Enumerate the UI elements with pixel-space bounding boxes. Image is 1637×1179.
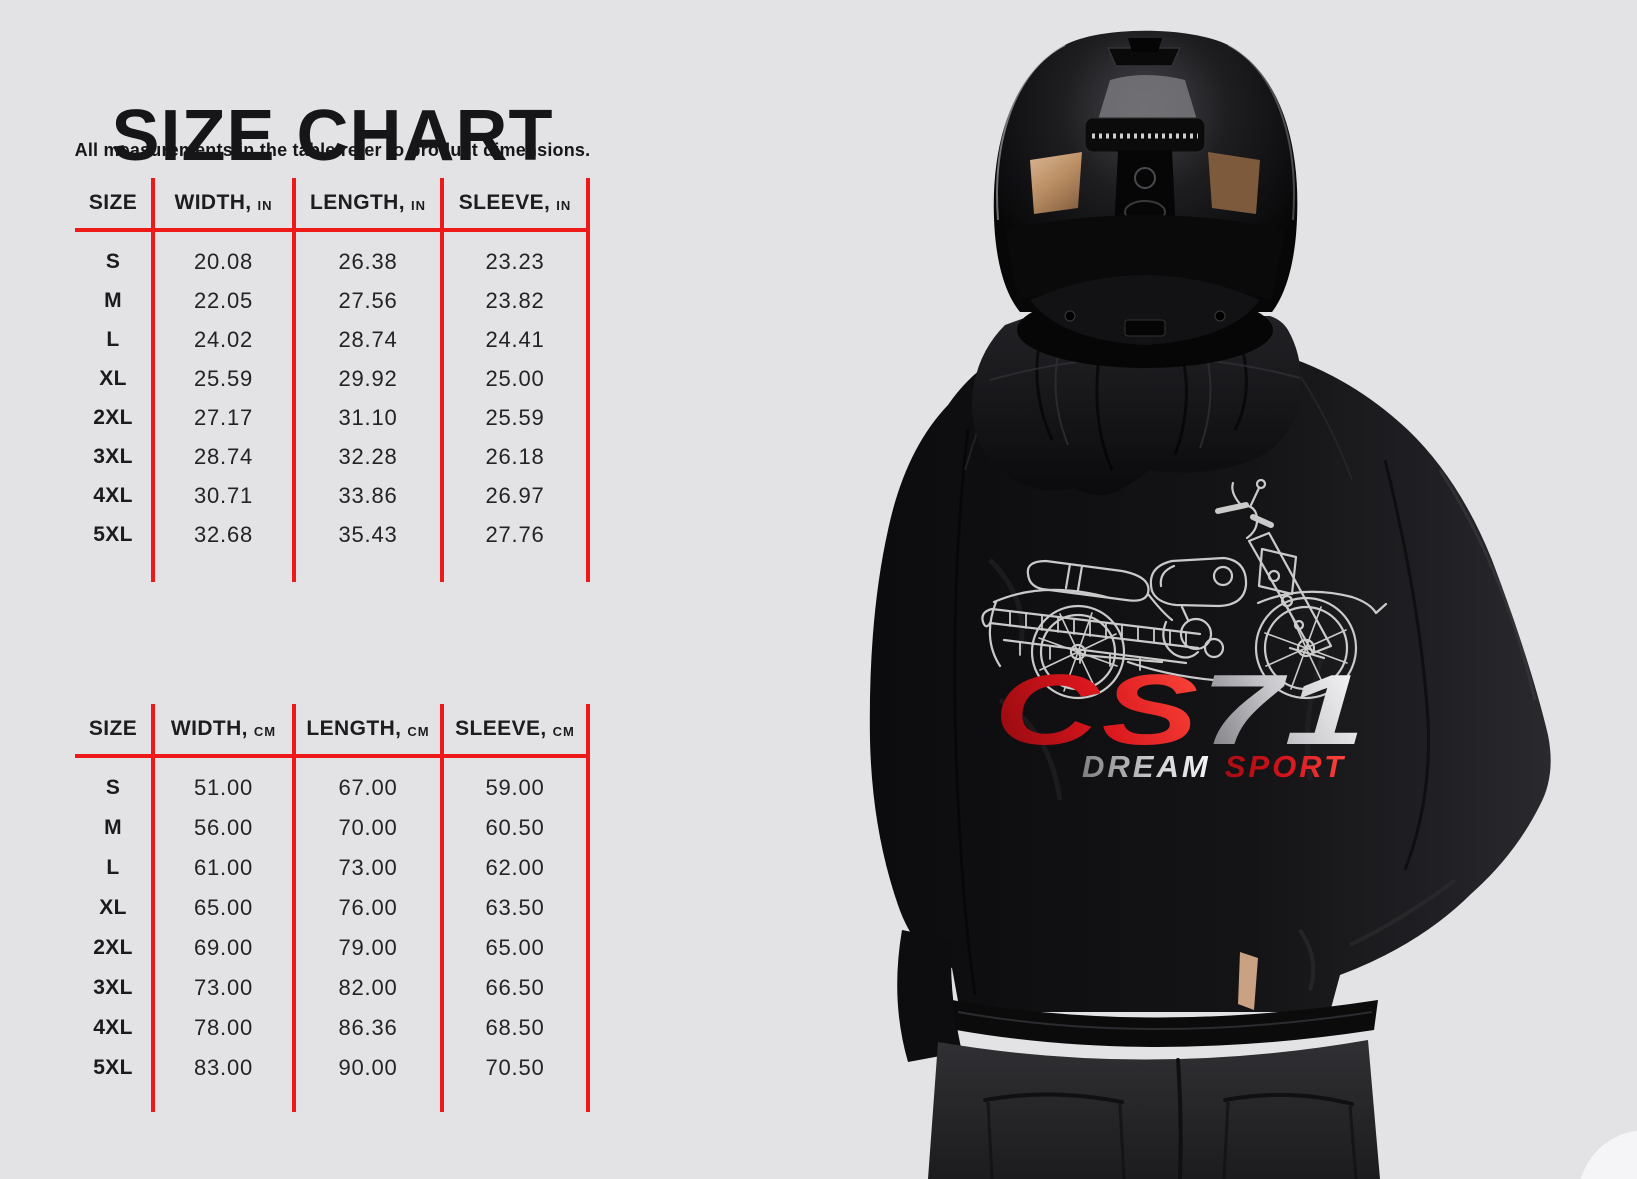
cell-sleeve: 66.50 — [444, 968, 590, 1008]
cell-size: M — [75, 808, 155, 848]
cell-length: 27.56 — [296, 281, 444, 320]
cell-size: 5XL — [75, 1048, 155, 1088]
cell-sleeve: 24.41 — [444, 320, 590, 359]
cell-size: 4XL — [75, 476, 155, 515]
cell-width: 78.00 — [155, 1008, 296, 1048]
model-text-red: CS — [994, 654, 1201, 766]
cell-length: 32.28 — [296, 437, 444, 476]
cell-length: 76.00 — [296, 888, 444, 928]
cell-width: 25.59 — [155, 359, 296, 398]
cell-width: 24.02 — [155, 320, 296, 359]
helmet — [993, 30, 1298, 345]
cell-sleeve: 23.82 — [444, 281, 590, 320]
cell-length: 90.00 — [296, 1048, 444, 1088]
cell-width: 61.00 — [155, 848, 296, 888]
header-length: LENGTH, IN — [296, 178, 444, 232]
cell-width: 20.08 — [155, 242, 296, 281]
cell-size: M — [75, 281, 155, 320]
cell-sleeve: 23.23 — [444, 242, 590, 281]
cell-sleeve: 60.50 — [444, 808, 590, 848]
hoodie-body — [869, 339, 1551, 1062]
jeans — [928, 1040, 1380, 1179]
cell-sleeve: 25.59 — [444, 398, 590, 437]
hoodie-graphic-model-text: CS 71 — [994, 654, 1368, 766]
cell-width: 51.00 — [155, 768, 296, 808]
cell-length: 70.00 — [296, 808, 444, 848]
helmet-copper-vent — [1208, 152, 1260, 214]
unit-label: IN — [410, 197, 426, 213]
cell-width: 56.00 — [155, 808, 296, 848]
cell-length: 33.86 — [296, 476, 444, 515]
unit-label: IN — [257, 197, 273, 213]
cell-size: S — [75, 242, 155, 281]
cell-width: 22.05 — [155, 281, 296, 320]
header-length: LENGTH, CM — [296, 704, 444, 758]
cell-size: S — [75, 768, 155, 808]
cell-length: 35.43 — [296, 515, 444, 554]
cell-width: 69.00 — [155, 928, 296, 968]
cell-length: 28.74 — [296, 320, 444, 359]
cell-length: 73.00 — [296, 848, 444, 888]
cell-size: 4XL — [75, 1008, 155, 1048]
cell-sleeve: 26.97 — [444, 476, 590, 515]
cell-length: 31.10 — [296, 398, 444, 437]
cell-width: 30.71 — [155, 476, 296, 515]
cell-sleeve: 62.00 — [444, 848, 590, 888]
cell-sleeve: 27.76 — [444, 515, 590, 554]
cell-sleeve: 25.00 — [444, 359, 590, 398]
cell-sleeve: 63.50 — [444, 888, 590, 928]
cell-sleeve: 68.50 — [444, 1008, 590, 1048]
cell-width: 73.00 — [155, 968, 296, 1008]
hoodie-graphic-tagline-text: DREAM SPORT — [1082, 749, 1346, 784]
corner-curve-decoration — [1580, 1130, 1637, 1179]
helmet-copper-vent — [1030, 152, 1082, 214]
cell-length: 79.00 — [296, 928, 444, 968]
motorcycle-line-art — [981, 478, 1388, 700]
cell-width: 83.00 — [155, 1048, 296, 1088]
page-title: SIZE CHART — [111, 96, 554, 177]
cell-sleeve: 65.00 — [444, 928, 590, 968]
cell-size: 5XL — [75, 515, 155, 554]
model-text-silver: 71 — [1201, 654, 1368, 766]
cell-length: 86.36 — [296, 1008, 444, 1048]
cell-width: 32.68 — [155, 515, 296, 554]
header-width: WIDTH, CM — [155, 704, 296, 758]
unit-label: IN — [556, 197, 572, 213]
unit-label: CM — [407, 723, 430, 739]
header-size: SIZE — [75, 704, 155, 758]
cell-size: XL — [75, 888, 155, 928]
size-table-inches: SIZE WIDTH, IN LENGTH, IN SLEEVE, IN S 20.0… — [75, 178, 590, 582]
unit-label: CM — [552, 723, 575, 739]
cell-size: L — [75, 320, 155, 359]
header-size: SIZE — [75, 178, 155, 232]
hoodie-hem — [952, 1000, 1378, 1047]
header-sleeve: SLEEVE, IN — [444, 178, 590, 232]
cell-size: 3XL — [75, 437, 155, 476]
tagline-text-silver: DREAM — [1082, 749, 1211, 784]
cell-length: 82.00 — [296, 968, 444, 1008]
cell-sleeve: 59.00 — [444, 768, 590, 808]
product-photo: CS 71 DREAM SPORT — [869, 30, 1637, 1179]
cell-size: XL — [75, 359, 155, 398]
cell-sleeve: 70.50 — [444, 1048, 590, 1088]
unit-label: CM — [253, 723, 277, 739]
cell-width: 65.00 — [155, 888, 296, 928]
cell-size: 3XL — [75, 968, 155, 1008]
cell-length: 26.38 — [296, 242, 444, 281]
tagline-text-red: SPORT — [1225, 749, 1346, 784]
cell-width: 28.74 — [155, 437, 296, 476]
cell-size: 2XL — [75, 928, 155, 968]
cell-length: 67.00 — [296, 768, 444, 808]
cell-size: L — [75, 848, 155, 888]
cell-sleeve: 26.18 — [444, 437, 590, 476]
header-sleeve: SLEEVE, CM — [444, 704, 590, 758]
hand — [1238, 952, 1258, 1010]
size-table-centimeters: SIZE WIDTH, CM LENGTH, CM SLEEVE, CM S 51.0… — [75, 704, 590, 1112]
cell-size: 2XL — [75, 398, 155, 437]
cell-length: 29.92 — [296, 359, 444, 398]
cell-width: 27.17 — [155, 398, 296, 437]
page-subtitle: All measurements in the table refer to p… — [74, 140, 591, 160]
header-width: WIDTH, IN — [155, 178, 296, 232]
